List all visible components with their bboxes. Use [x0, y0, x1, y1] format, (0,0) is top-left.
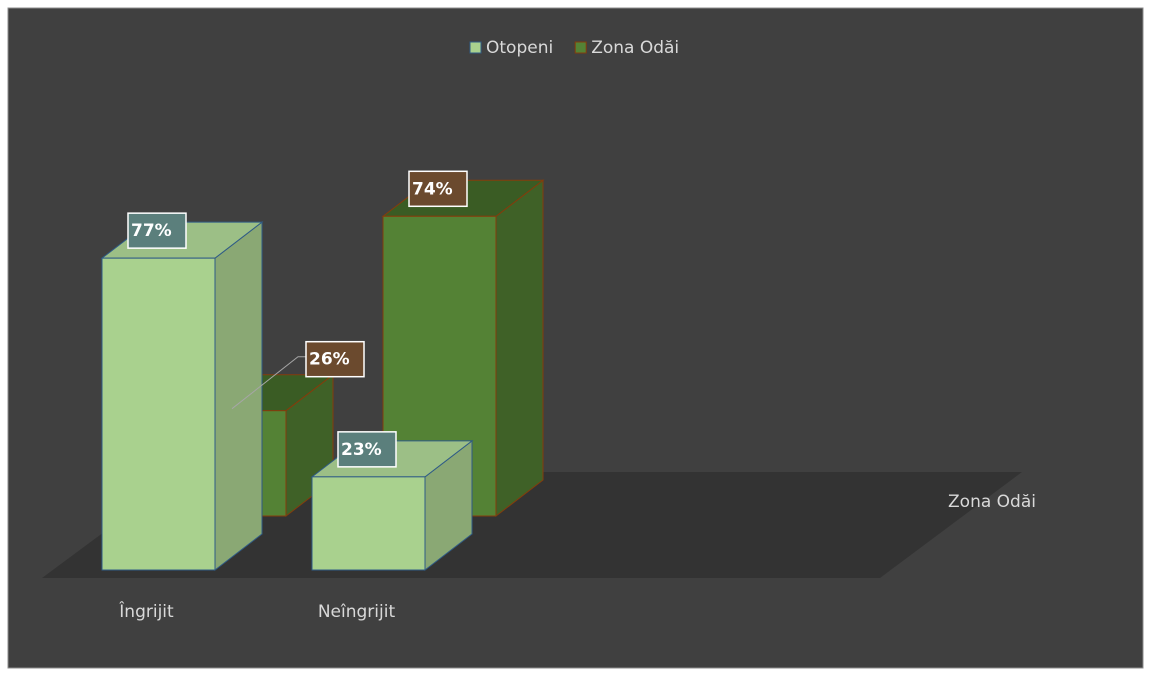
- legend-swatch: [469, 41, 482, 54]
- legend-label: Otopeni: [486, 38, 553, 58]
- legend-label: Zona Odăi: [591, 38, 679, 58]
- x-tick-label: Îngrijit: [118, 600, 174, 622]
- data-label-box: [408, 170, 468, 208]
- data-label: 26%: [309, 350, 350, 370]
- data-label: 77%: [131, 221, 172, 241]
- bar-side: [495, 179, 544, 518]
- leader-line: [231, 356, 306, 410]
- data-label-box: [337, 431, 397, 468]
- bar: [101, 257, 216, 571]
- bar-side: [214, 221, 263, 572]
- bar: [311, 476, 426, 571]
- data-label-box: [305, 340, 365, 378]
- x-tick-label: Neîngrijit: [318, 602, 396, 622]
- series-axis-label: Zona Odăi: [948, 492, 1036, 512]
- data-label: 74%: [412, 179, 453, 199]
- data-label: 23%: [341, 440, 382, 460]
- legend-swatch: [574, 41, 587, 54]
- data-label-box: [127, 212, 187, 249]
